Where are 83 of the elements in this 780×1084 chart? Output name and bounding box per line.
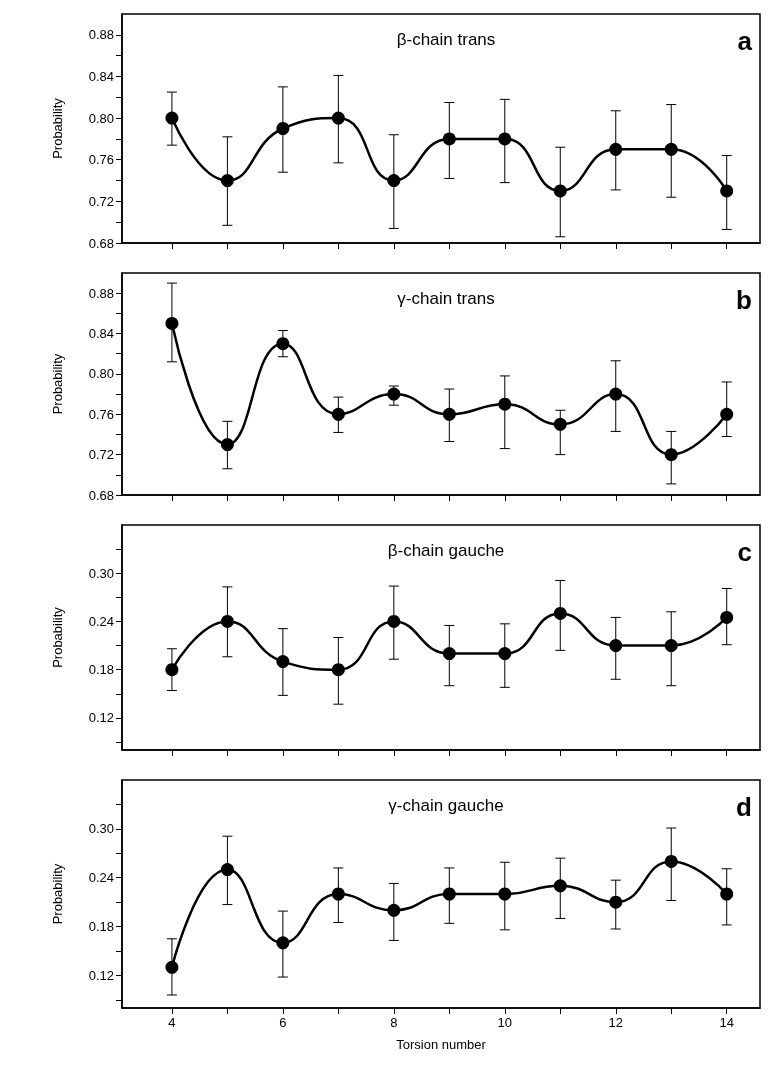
point [720, 184, 734, 198]
point [498, 887, 512, 901]
y-tick-label: 0.24 [88, 870, 114, 886]
point [664, 639, 678, 653]
point [276, 337, 290, 351]
y-tick-label: 0.76 [88, 152, 114, 168]
point [442, 132, 456, 146]
x-tick-label: 6 [279, 1015, 287, 1030]
point [220, 863, 234, 877]
point [276, 936, 290, 950]
point [165, 663, 179, 677]
point [387, 387, 401, 401]
point [442, 887, 456, 901]
y-tick-label: 0.30 [88, 565, 114, 581]
point [220, 614, 234, 628]
y-tick-label: 0.68 [88, 487, 114, 503]
point [498, 132, 512, 146]
y-tick-label: 0.12 [88, 967, 114, 983]
y-tick-label: 0.88 [88, 285, 114, 301]
annotation: c [737, 537, 753, 567]
x-tick-label: 10 [497, 1015, 513, 1030]
point [609, 895, 623, 909]
y-tick-label: 0.72 [88, 193, 114, 209]
point [553, 417, 567, 431]
x-tick-label: 12 [608, 1015, 623, 1030]
y-tick-label: 0.12 [88, 710, 114, 726]
y-axis-title: Probability [50, 606, 65, 668]
point [553, 879, 567, 893]
x-axis-title: Torsion number [396, 1037, 487, 1052]
point [165, 316, 179, 330]
point [276, 655, 290, 669]
point [442, 407, 456, 421]
point [498, 397, 512, 411]
point [387, 174, 401, 188]
annotation: a [737, 26, 753, 56]
point [553, 184, 567, 198]
annotation: d [736, 792, 753, 822]
point [331, 887, 345, 901]
y-tick-label: 0.84 [88, 68, 114, 84]
point [220, 438, 234, 452]
point [387, 903, 401, 917]
y-tick-label: 0.18 [88, 919, 114, 935]
point [609, 639, 623, 653]
text: β-chain gauche [387, 541, 505, 560]
point [442, 647, 456, 661]
point [276, 122, 290, 135]
point [165, 111, 179, 125]
point [664, 448, 678, 462]
y-axis-title: Probability [50, 863, 65, 925]
text: β-chain trans [396, 30, 496, 49]
point [609, 387, 623, 401]
x-tick-label: 8 [390, 1015, 398, 1030]
point [720, 887, 734, 901]
text: γ-chain gauche [388, 796, 504, 815]
y-tick-label: 0.84 [88, 326, 114, 342]
x-tick-label: 4 [168, 1015, 176, 1030]
point [498, 647, 512, 661]
text: γ-chain trans [397, 289, 495, 308]
point [331, 663, 345, 677]
point [720, 407, 734, 421]
point [387, 614, 401, 628]
y-axis-title: Probability [50, 97, 65, 159]
y-tick-label: 0.30 [88, 821, 114, 837]
point [664, 854, 678, 868]
y-tick-label: 0.80 [88, 110, 114, 126]
y-tick-label: 0.88 [88, 27, 114, 43]
x-tick-label: 14 [719, 1015, 734, 1030]
point [720, 610, 734, 624]
y-tick-label: 0.24 [88, 613, 114, 629]
point [331, 111, 345, 125]
point [165, 960, 179, 974]
y-tick-label: 0.76 [88, 406, 114, 422]
annotation: b [736, 285, 753, 315]
point [664, 142, 678, 156]
point [609, 142, 623, 156]
point [220, 174, 234, 188]
y-tick-label: 0.72 [88, 447, 114, 463]
y-tick-label: 0.80 [88, 366, 114, 382]
point [331, 407, 345, 421]
y-axis-title: Probability [50, 353, 65, 415]
point [553, 606, 567, 620]
y-tick-label: 0.68 [88, 235, 114, 251]
y-tick-label: 0.18 [88, 662, 114, 678]
